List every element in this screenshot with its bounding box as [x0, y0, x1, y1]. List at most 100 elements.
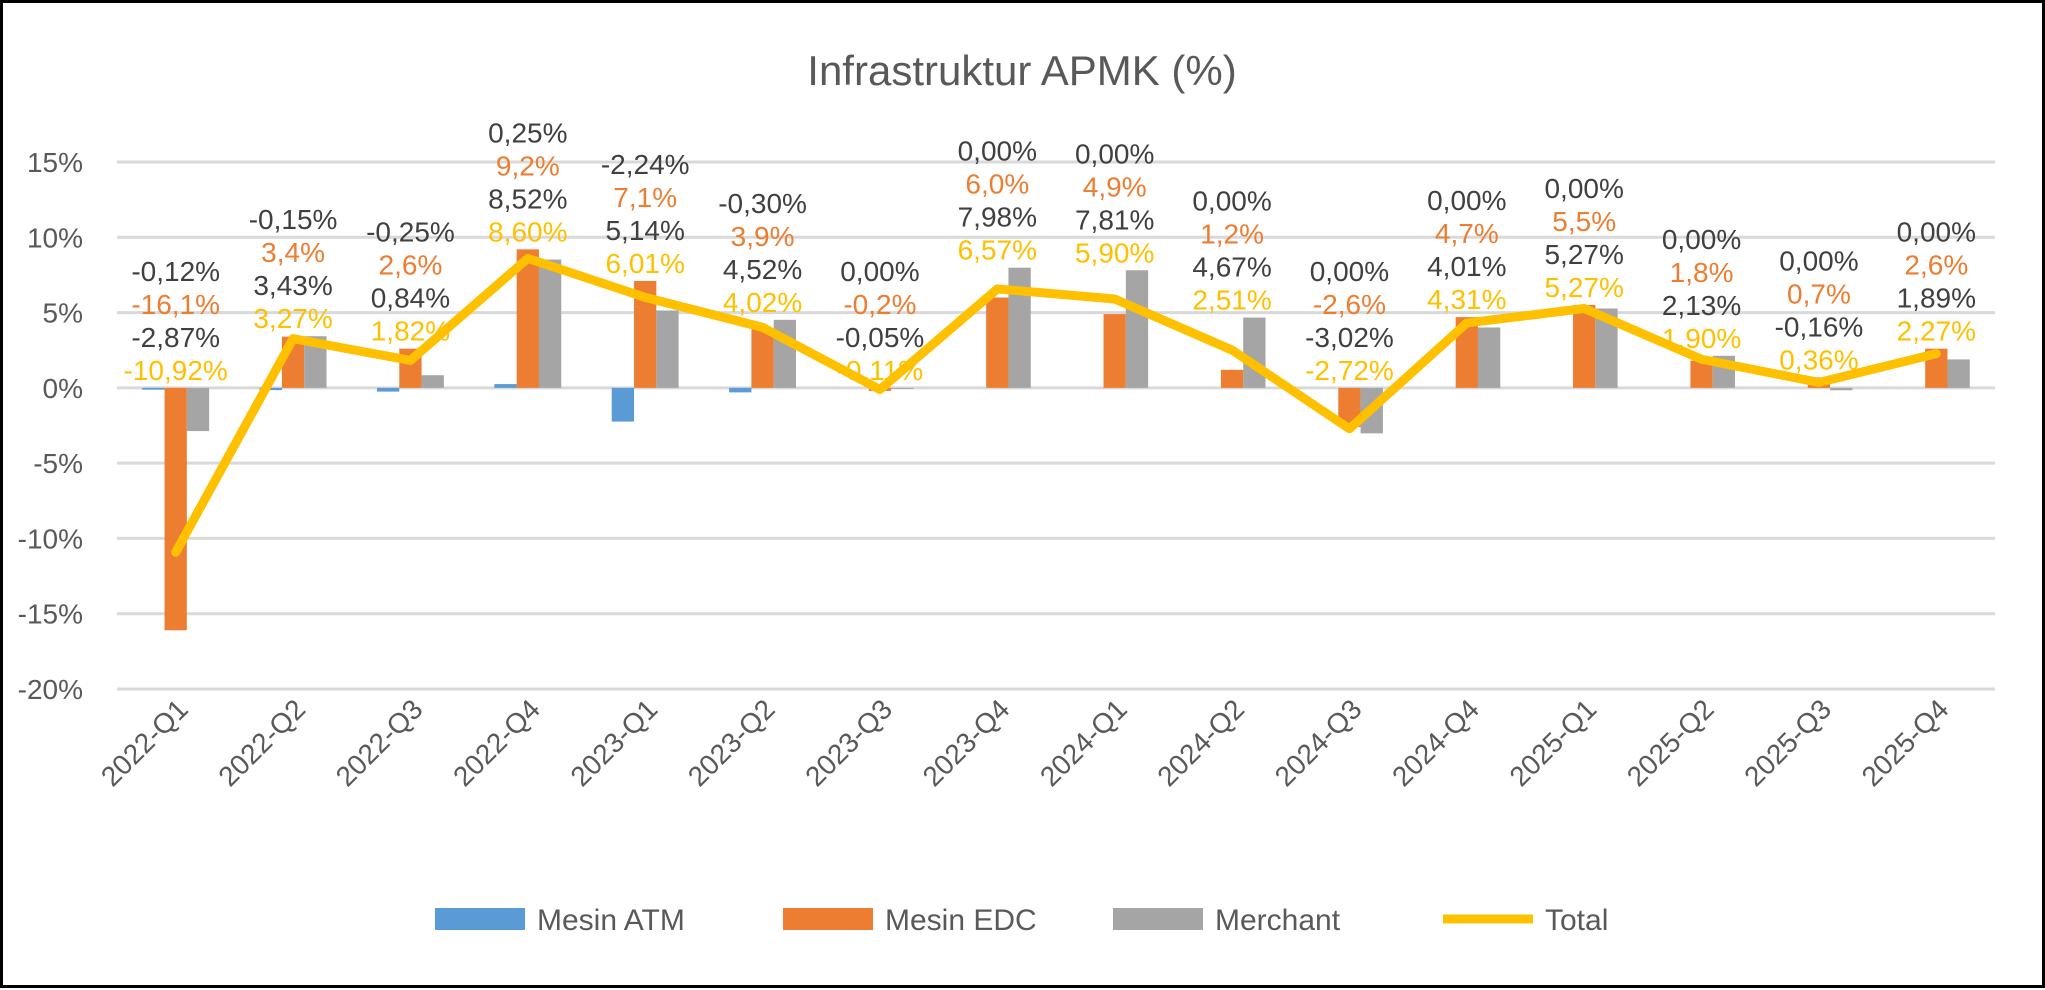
data-label-mesin-edc: 5,5%: [1552, 206, 1616, 237]
x-tick-label: 2022-Q4: [447, 693, 546, 792]
bar-merchant: [1008, 267, 1031, 388]
point-total: [1935, 352, 1938, 355]
y-tick-label: -10%: [18, 523, 83, 554]
x-tick-label: 2024-Q2: [1151, 693, 1250, 792]
x-tick-label: 2022-Q3: [330, 693, 429, 792]
data-label-mesin-atm: 0,00%: [1662, 224, 1741, 255]
legend-label: Total: [1545, 904, 1608, 937]
data-label-mesin-edc: 3,4%: [261, 237, 325, 268]
x-tick-label: 2023-Q3: [799, 693, 898, 792]
bar-mesin-atm: [494, 384, 517, 388]
data-label-merchant: -0,16%: [1775, 311, 1864, 342]
bar-mesin-edc: [751, 329, 774, 388]
data-label-merchant: 7,81%: [1075, 204, 1154, 235]
data-label-total: 4,31%: [1427, 284, 1506, 315]
x-tick-label: 2023-Q2: [682, 693, 781, 792]
x-tick-label: 2023-Q1: [564, 693, 663, 792]
data-label-mesin-atm: -0,30%: [718, 188, 807, 219]
bar-merchant: [1830, 387, 1853, 391]
legend-label: Merchant: [1215, 904, 1341, 937]
x-tick-label: 2024-Q1: [1034, 693, 1133, 792]
data-label-total: 4,02%: [723, 287, 802, 318]
bar-mesin-edc: [1220, 369, 1244, 388]
data-label-total: 0,36%: [1779, 344, 1858, 375]
bar-merchant: [1125, 270, 1149, 388]
data-label-mesin-atm: 0,00%: [1192, 186, 1271, 217]
data-label-total: 2,27%: [1897, 316, 1976, 347]
x-tick-label: 2025-Q1: [1503, 693, 1602, 792]
bar-mesin-edc: [1338, 387, 1361, 428]
bar-merchant: [304, 336, 327, 388]
y-tick-label: 10%: [27, 222, 83, 253]
data-label-mesin-edc: -2,6%: [1313, 289, 1386, 320]
data-label-mesin-edc: 4,9%: [1083, 171, 1147, 202]
data-label-mesin-atm: 0,00%: [1075, 138, 1154, 169]
bar-merchant: [1947, 359, 1970, 388]
x-tick-label: 2022-Q1: [95, 693, 194, 792]
point-total: [761, 326, 764, 329]
bar-mesin-atm: [259, 387, 282, 391]
x-tick-label: 2025-Q4: [1856, 693, 1955, 792]
point-total: [996, 287, 999, 290]
point-total: [1231, 349, 1234, 352]
data-label-mesin-atm: -0,12%: [131, 256, 220, 287]
data-label-mesin-atm: -0,15%: [249, 204, 338, 235]
data-label-merchant: 2,13%: [1662, 290, 1741, 321]
point-total: [174, 551, 177, 554]
bar-mesin-atm: [376, 387, 400, 392]
y-tick-label: 5%: [43, 298, 83, 329]
point-total: [1465, 321, 1468, 324]
bar-mesin-edc: [164, 387, 187, 631]
bar-mesin-edc: [1103, 314, 1126, 388]
data-label-mesin-atm: 0,00%: [840, 256, 919, 287]
data-label-merchant: 1,89%: [1897, 283, 1976, 314]
data-label-mesin-edc: 2,6%: [1904, 250, 1968, 281]
bar-mesin-edc: [1455, 317, 1478, 388]
y-tick-label: 15%: [27, 147, 83, 178]
data-label-mesin-edc: 0,7%: [1787, 278, 1851, 309]
data-label-merchant: 0,84%: [371, 283, 450, 314]
data-label-merchant: 4,52%: [723, 254, 802, 285]
data-label-total: -0,11%: [837, 355, 924, 386]
line-total: [171, 253, 1941, 557]
legend-swatch: [1113, 908, 1203, 930]
bar-mesin-edc: [986, 297, 1009, 388]
data-label-merchant: -2,87%: [131, 322, 220, 353]
x-tick-label: 2025-Q3: [1738, 693, 1837, 792]
data-label-mesin-atm: -0,25%: [366, 217, 455, 248]
data-label-merchant: 3,43%: [253, 270, 332, 301]
y-tick-label: 0%: [43, 373, 83, 404]
data-label-mesin-edc: 9,2%: [496, 150, 560, 181]
bar-mesin-atm: [611, 387, 635, 422]
legend-label: Mesin EDC: [885, 904, 1037, 937]
data-label-mesin-atm: 0,00%: [958, 136, 1037, 167]
point-total: [409, 359, 412, 362]
legend-swatch: [783, 908, 873, 930]
legend-swatch: [435, 908, 525, 930]
data-label-mesin-edc: 1,8%: [1670, 257, 1734, 288]
chart-title: Infrastruktur APMK (%): [807, 47, 1236, 94]
data-label-total: 3,27%: [253, 303, 332, 334]
point-total: [1583, 307, 1586, 310]
bar-mesin-edc: [1690, 360, 1713, 388]
legend-label: Mesin ATM: [537, 904, 685, 937]
point-total: [1113, 298, 1116, 301]
data-label-merchant: -3,02%: [1305, 322, 1394, 353]
data-label-mesin-edc: -16,1%: [131, 289, 220, 320]
point-total: [292, 337, 295, 340]
point-total: [644, 296, 647, 299]
data-label-mesin-atm: 0,00%: [1897, 217, 1976, 248]
data-label-mesin-edc: 2,6%: [379, 250, 443, 281]
point-total: [1817, 381, 1820, 384]
data-label-merchant: 5,14%: [605, 215, 684, 246]
data-label-total: 6,57%: [958, 235, 1037, 266]
x-tick-label: 2025-Q2: [1621, 693, 1720, 792]
data-label-total: 6,01%: [605, 248, 684, 279]
y-tick-label: -15%: [18, 599, 83, 630]
bar-merchant: [538, 259, 562, 388]
bar-merchant: [1477, 327, 1501, 388]
x-tick-label: 2024-Q4: [1386, 693, 1485, 792]
data-label-mesin-edc: -0,2%: [843, 289, 916, 320]
data-label-total: -10,92%: [124, 355, 228, 386]
data-label-mesin-edc: 1,2%: [1200, 219, 1264, 250]
